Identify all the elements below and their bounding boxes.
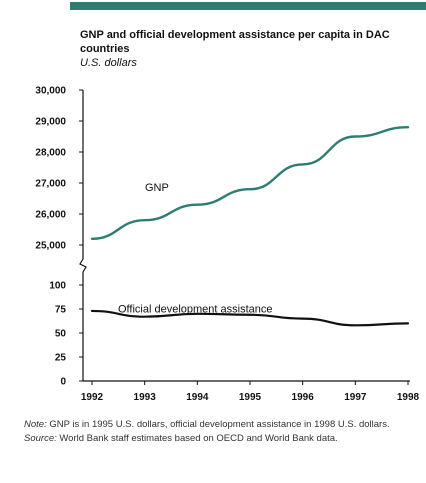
x-tick-label: 1996 <box>292 392 315 403</box>
source-lead: Source: <box>24 433 57 444</box>
top-accent-rule <box>70 2 426 10</box>
y-lower-tick-label: 50 <box>55 329 67 340</box>
y-upper-tick-label: 30,000 <box>35 86 66 97</box>
y-lower-tick-label: 25 <box>55 353 67 364</box>
y-upper-tick-label: 29,000 <box>35 117 66 128</box>
note-line: Note: GNP is in 1995 U.S. dollars, offic… <box>24 418 420 432</box>
y-lower-tick-label: 75 <box>55 305 67 316</box>
x-tick-label: 1995 <box>239 392 262 403</box>
gnp-series-label: GNP <box>145 182 169 194</box>
y-upper-tick-label: 26,000 <box>35 210 66 221</box>
chart-ticks: 30,000 29,000 28,000 27,000 26,000 25,000 100 7… <box>35 86 419 404</box>
y-upper-tick-label: 25,000 <box>35 241 66 252</box>
x-tick-label: 1993 <box>134 392 157 403</box>
x-tick-label: 1998 <box>397 392 420 403</box>
source-line: Source: World Bank staff estimates based… <box>24 432 420 446</box>
y-lower-tick-label: 0 <box>60 377 66 388</box>
chart-title: GNP and official development assistance … <box>80 29 390 55</box>
chart-series-labels: GNP Official development assistance <box>118 182 273 315</box>
note-text: GNP is in 1995 U.S. dollars, official de… <box>46 419 390 430</box>
y-upper-tick-label: 27,000 <box>35 179 66 190</box>
y-upper-tick-label: 28,000 <box>35 148 66 159</box>
chart-subtitle: U.S. dollars <box>80 57 137 69</box>
chart-lines <box>90 126 410 327</box>
chart-axes <box>79 90 410 382</box>
chart-notes: Note: GNP is in 1995 U.S. dollars, offic… <box>24 418 420 446</box>
y-axis-break <box>79 258 87 273</box>
x-tick-label: 1997 <box>344 392 367 403</box>
gnp-line <box>90 126 410 240</box>
x-tick-label: 1992 <box>81 392 104 403</box>
x-tick-label: 1994 <box>186 392 209 403</box>
y-lower-tick-label: 100 <box>49 281 66 292</box>
source-text: World Bank staff estimates based on OECD… <box>56 433 338 444</box>
oda-series-label: Official development assistance <box>118 303 273 315</box>
note-lead: Note: <box>24 419 47 430</box>
